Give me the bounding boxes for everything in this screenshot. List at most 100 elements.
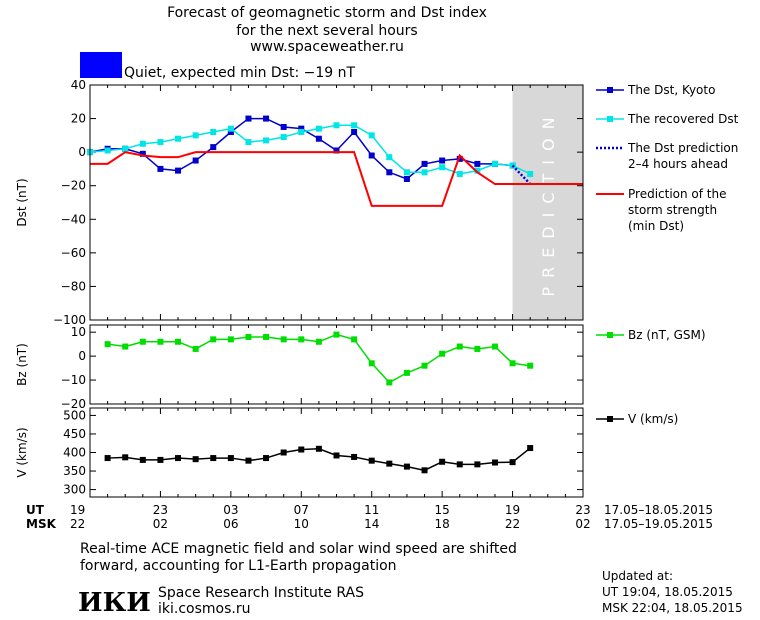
y-tick-label: 450 <box>63 427 86 441</box>
data-point <box>104 341 111 348</box>
msk-tick-label: 22 <box>505 517 520 531</box>
y-tick-label: 500 <box>63 408 86 422</box>
header-title-line2: for the next several hours <box>236 23 417 39</box>
series-line <box>89 124 531 175</box>
data-point <box>245 457 252 464</box>
status-text: Quiet, expected min Dst: −19 nT <box>124 65 356 81</box>
data-point <box>456 343 463 350</box>
data-point <box>245 115 252 122</box>
data-point <box>280 123 287 130</box>
msk-date-range: 17.05–19.05.2015 <box>604 517 713 531</box>
time-tick-labels: 19 23 03 07 11 15 19 23 22 02 06 10 14 18 22 02 <box>70 503 591 531</box>
legend-label: Bz (nT, GSM) <box>628 328 706 342</box>
data-point <box>368 132 375 139</box>
data-point <box>439 164 446 171</box>
data-point <box>122 343 129 350</box>
institute-name: Space Research Institute RAS <box>158 585 364 601</box>
data-point <box>280 134 287 141</box>
data-point <box>456 461 463 468</box>
data-point <box>527 170 534 177</box>
ut-axis-label: UT <box>26 503 45 517</box>
data-point <box>386 154 393 161</box>
data-point <box>139 150 146 157</box>
y-tick-label: 40 <box>71 78 86 92</box>
y-tick-label: −10 <box>61 373 86 387</box>
data-point <box>315 445 322 452</box>
msk-tick-label: 02 <box>575 517 590 531</box>
ut-tick-label: 19 <box>70 503 85 517</box>
y-tick-label: 0 <box>78 145 86 159</box>
legend-label: 2–4 hours ahead <box>628 157 728 171</box>
data-point <box>122 454 129 461</box>
data-point <box>227 129 234 135</box>
data-point <box>245 333 252 340</box>
y-tick-label: −100 <box>53 313 86 327</box>
data-point <box>104 147 111 154</box>
y-axis-label: Bz (nT) <box>15 343 29 386</box>
panel-frame <box>89 407 584 498</box>
header-website: www.spaceweather.ru <box>250 39 404 55</box>
data-point <box>351 453 358 460</box>
data-point <box>210 455 217 462</box>
y-tick-label: −20 <box>61 397 86 411</box>
data-point <box>439 458 446 465</box>
panel-frame <box>89 84 584 321</box>
legend-label: (min Dst) <box>628 219 684 233</box>
ut-tick-label: 07 <box>294 503 309 517</box>
data-point <box>298 129 305 135</box>
data-point <box>192 157 199 164</box>
y-tick-label: −60 <box>61 246 86 260</box>
updated-ut: UT 19:04, 18.05.2015 <box>602 585 733 599</box>
data-point <box>527 445 534 452</box>
data-point <box>315 125 322 132</box>
ut-tick-label: 23 <box>153 503 168 517</box>
y-tick-label: −40 <box>61 212 86 226</box>
msk-tick-label: 22 <box>70 517 85 531</box>
data-point <box>157 165 164 172</box>
legend-label: The Dst, Kyoto <box>627 83 715 97</box>
legend-marker <box>607 332 613 338</box>
y-tick-label: 300 <box>63 483 86 497</box>
data-point <box>139 456 146 463</box>
data-point <box>280 336 287 343</box>
legend: The Dst, Kyoto The recovered Dst The Dst p… <box>596 83 739 426</box>
footer-note-line1: Real-time ACE magnetic field and solar w… <box>80 541 517 557</box>
data-point <box>421 169 428 176</box>
ut-tick-label: 11 <box>364 503 379 517</box>
data-point <box>263 333 270 340</box>
data-point <box>474 461 481 468</box>
data-point <box>456 170 463 177</box>
data-point <box>509 360 516 367</box>
data-point <box>175 167 182 174</box>
data-point <box>474 167 481 174</box>
data-point <box>474 160 481 167</box>
data-point <box>104 455 111 462</box>
y-axis-label: V (km/s) <box>15 427 29 477</box>
data-point <box>509 459 516 466</box>
dst-panel: PREDICTION 40 20 0 −20 −40 −60 −80 −100 Dst (nT) <box>15 78 584 327</box>
data-point <box>139 140 146 147</box>
msk-tick-label: 18 <box>435 517 450 531</box>
data-point <box>315 338 322 345</box>
y-tick-label: −80 <box>61 279 86 293</box>
msk-axis-label: MSK <box>26 517 57 531</box>
updated-label: Updated at: <box>602 569 673 583</box>
institute-website: iki.cosmos.ru <box>158 601 250 617</box>
data-point <box>403 463 410 470</box>
bz-panel: 10 0 −10 −20 Bz (nT) <box>15 324 584 411</box>
data-point <box>351 129 358 135</box>
data-point <box>351 122 358 129</box>
prediction-region <box>512 85 583 320</box>
msk-tick-label: 06 <box>223 517 238 531</box>
iki-logo: ИКИ <box>78 588 151 618</box>
ut-tick-label: 23 <box>575 503 590 517</box>
data-point <box>175 455 182 462</box>
y-tick-label: 400 <box>63 446 86 460</box>
legend-label: The Dst prediction <box>627 141 738 155</box>
data-point <box>192 456 199 463</box>
data-point <box>421 467 428 474</box>
data-point <box>403 176 410 182</box>
data-point <box>333 452 340 459</box>
data-point <box>491 459 498 466</box>
